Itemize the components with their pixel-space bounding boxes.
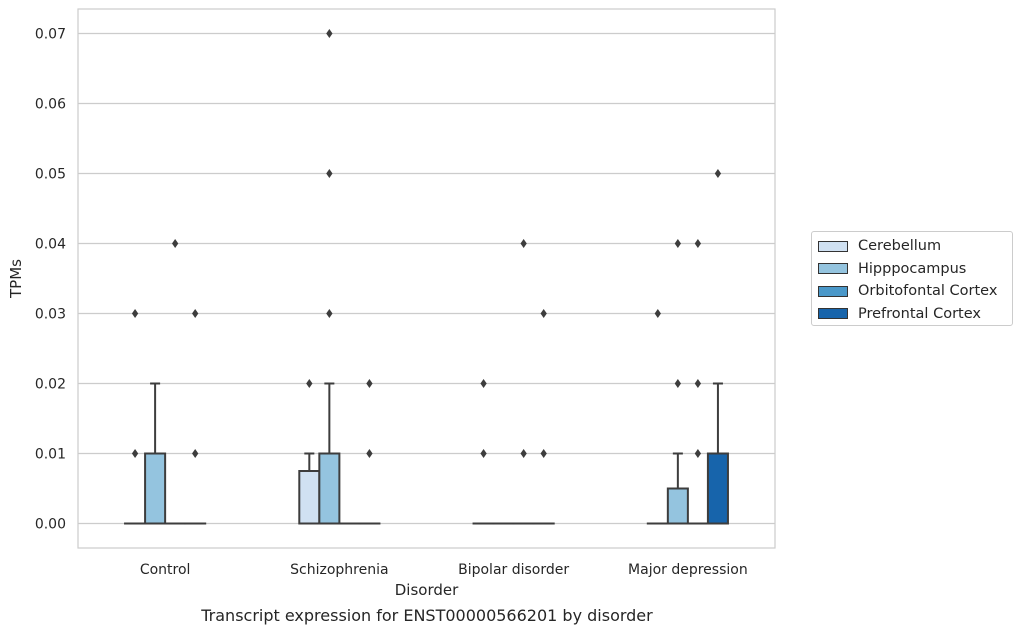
outlier-point [326, 169, 332, 178]
x-tick-label: Bipolar disorder [458, 562, 569, 578]
outlier-point [366, 449, 372, 458]
legend-swatch [818, 241, 848, 252]
outlier-point [306, 379, 312, 388]
plot-frame [78, 9, 775, 548]
box-cerebellum [299, 471, 319, 524]
x-tick-label: Major depression [628, 562, 748, 578]
legend-label: Cerebellum [858, 238, 941, 254]
y-tick-label: 0.06 [35, 97, 66, 113]
outlier-point [326, 29, 332, 38]
outlier-point [520, 449, 526, 458]
outlier-point [480, 379, 486, 388]
outlier-point [541, 449, 547, 458]
legend-item: Prefrontal Cortex [818, 303, 1006, 326]
box-hipppocampus [668, 489, 688, 524]
y-tick-label: 0.01 [35, 447, 66, 463]
legend-swatch [818, 263, 848, 274]
y-tick-label: 0.02 [35, 377, 66, 393]
outlier-point [675, 379, 681, 388]
box-hipppocampus [319, 454, 339, 524]
legend-label: Hipppocampus [858, 261, 966, 277]
box-prefrontal-cortex [708, 454, 728, 524]
box-hipppocampus [145, 454, 165, 524]
outlier-point [695, 379, 701, 388]
outlier-point [695, 239, 701, 248]
outlier-point [520, 239, 526, 248]
legend-item: Orbitofontal Cortex [818, 280, 1006, 303]
outlier-point [695, 449, 701, 458]
x-axis-label: Disorder [395, 581, 459, 599]
y-tick-label: 0.07 [35, 27, 66, 43]
outlier-point [132, 309, 138, 318]
legend: Cerebellum Hipppocampus Orbitofontal Corte… [811, 231, 1013, 326]
legend-item: Cerebellum [818, 235, 1006, 258]
y-tick-label: 0.03 [35, 307, 66, 323]
outlier-point [132, 449, 138, 458]
y-tick-label: 0.00 [35, 517, 66, 533]
legend-swatch [818, 308, 848, 319]
x-tick-label: Control [140, 562, 191, 578]
outlier-point [366, 379, 372, 388]
y-tick-label: 0.05 [35, 167, 66, 183]
y-axis-label: TPMs [7, 259, 25, 299]
outlier-point [192, 309, 198, 318]
outlier-point [480, 449, 486, 458]
legend-item: Hipppocampus [818, 258, 1006, 281]
outlier-point [192, 449, 198, 458]
outlier-point [326, 309, 332, 318]
legend-label: Prefrontal Cortex [858, 306, 981, 322]
figure-caption: Transcript expression for ENST0000056620… [0, 606, 854, 625]
legend-label: Orbitofontal Cortex [858, 283, 997, 299]
outlier-point [172, 239, 178, 248]
outlier-point [655, 309, 661, 318]
outlier-point [675, 239, 681, 248]
outlier-point [715, 169, 721, 178]
y-tick-label: 0.04 [35, 237, 66, 253]
x-tick-label: Schizophrenia [290, 562, 388, 578]
legend-swatch [818, 286, 848, 297]
outlier-point [541, 309, 547, 318]
